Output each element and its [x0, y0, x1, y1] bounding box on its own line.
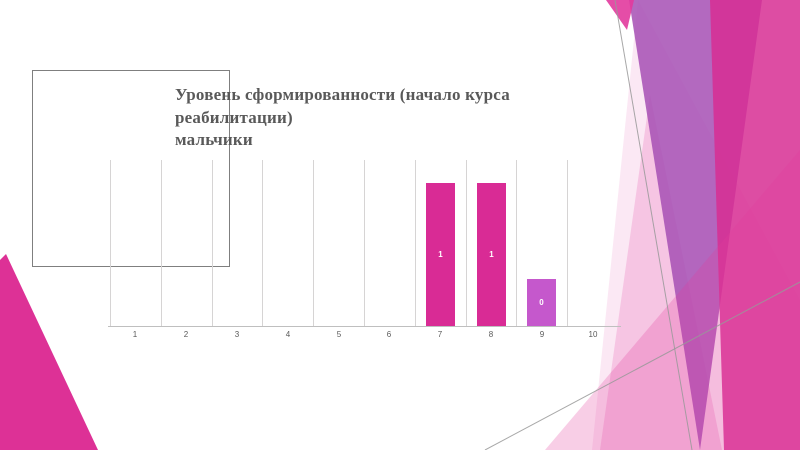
decor-magenta-lower-triangle — [545, 150, 800, 450]
gridline — [262, 160, 263, 326]
decor-top-sliver-triangle — [606, 0, 634, 30]
gridline — [110, 160, 111, 326]
category-tick-label: 2 — [183, 330, 189, 339]
gridline — [313, 160, 314, 326]
gridline — [466, 160, 467, 326]
chart-title: Уровень сформированности (начало курса р… — [175, 84, 595, 152]
x-axis-line — [108, 326, 621, 327]
gridline — [212, 160, 213, 326]
chart-title-line-3: мальчики — [175, 130, 253, 149]
category-tick-label: 9 — [539, 330, 545, 339]
bar-value-label: 1 — [489, 250, 494, 259]
category-tick-label: 4 — [285, 330, 291, 339]
bar-category-7 — [426, 183, 455, 326]
bar-value-label: 1 — [438, 250, 443, 259]
decor-diagonal-line-steep — [614, 0, 693, 450]
decor-diagonal-line-shallow — [484, 281, 800, 450]
category-tick-label: 8 — [488, 330, 494, 339]
category-tick-label: 7 — [437, 330, 443, 339]
bar-value-label: 0 — [539, 298, 544, 307]
chart-title-line-2: реабилитации) — [175, 107, 293, 127]
decor-magenta-band — [710, 0, 800, 450]
category-tick-label: 6 — [386, 330, 392, 339]
bar-category-9 — [527, 279, 556, 326]
decor-bottom-left-wedge — [0, 254, 98, 450]
chart-title-line-1: Уровень сформированности (начало курса — [175, 85, 510, 104]
gridline — [516, 160, 517, 326]
category-tick-label: 3 — [234, 330, 240, 339]
category-tick-label: 5 — [336, 330, 342, 339]
gridline — [364, 160, 365, 326]
empty-content-placeholder[interactable] — [32, 70, 230, 267]
category-tick-label: 10 — [588, 330, 598, 339]
category-tick-label: 1 — [132, 330, 138, 339]
gridline — [415, 160, 416, 326]
bar-category-8 — [477, 183, 506, 326]
gridline — [567, 160, 568, 326]
gridline — [161, 160, 162, 326]
